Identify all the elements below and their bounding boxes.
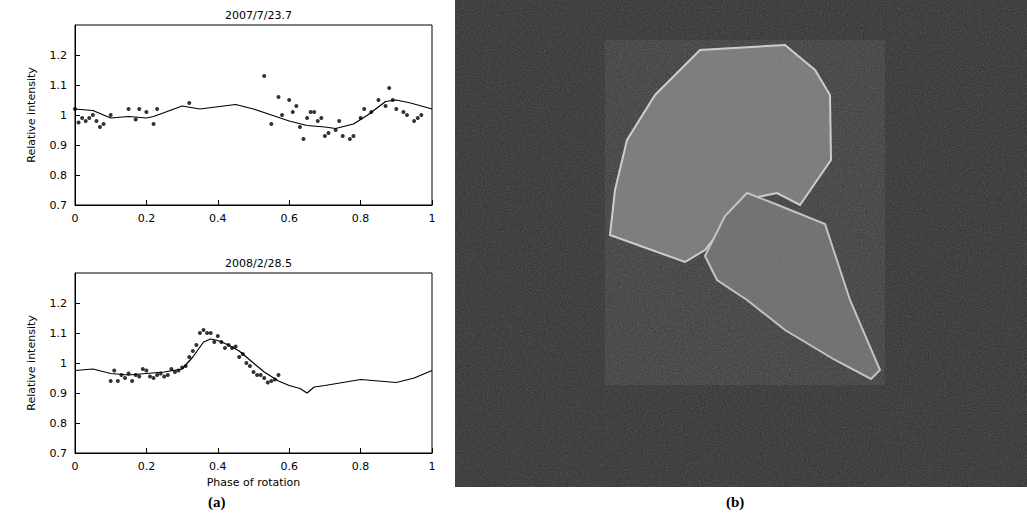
svg-text:0.9: 0.9 bbox=[50, 387, 68, 400]
svg-text:0.8: 0.8 bbox=[352, 212, 370, 225]
svg-text:Relative intensity: Relative intensity bbox=[25, 315, 38, 411]
svg-text:0.2: 0.2 bbox=[138, 212, 156, 225]
svg-text:0.2: 0.2 bbox=[138, 460, 156, 473]
html-text:(b): (b) bbox=[726, 494, 745, 510]
svg-text:1: 1 bbox=[60, 357, 67, 370]
svg-text:2008/2/28.5: 2008/2/28.5 bbox=[225, 257, 292, 270]
svg-text:Relative intensity: Relative intensity bbox=[25, 67, 38, 163]
svg-text:1: 1 bbox=[60, 109, 67, 122]
svg-text:0.8: 0.8 bbox=[50, 169, 68, 182]
svg-text:1: 1 bbox=[429, 460, 436, 473]
svg-text:0: 0 bbox=[72, 460, 79, 473]
svg-text:0: 0 bbox=[72, 212, 79, 225]
svg-text:2007/7/23.7: 2007/7/23.7 bbox=[225, 9, 292, 22]
svg-text:0.6: 0.6 bbox=[280, 460, 298, 473]
svg-text:0.4: 0.4 bbox=[209, 460, 227, 473]
svg-text:1.1: 1.1 bbox=[50, 79, 68, 92]
svg-text:1.2: 1.2 bbox=[50, 49, 68, 62]
svg-text:1.2: 1.2 bbox=[50, 297, 68, 310]
svg-text:0.8: 0.8 bbox=[352, 460, 370, 473]
svg-text:1.1: 1.1 bbox=[50, 327, 68, 340]
svg-text:0.9: 0.9 bbox=[50, 139, 68, 152]
html-text:(a): (a) bbox=[208, 494, 226, 510]
svg-text:0.6: 0.6 bbox=[280, 212, 298, 225]
svg-text:0.4: 0.4 bbox=[209, 212, 227, 225]
svg-text:0.7: 0.7 bbox=[50, 199, 68, 212]
svg-text:0.8: 0.8 bbox=[50, 417, 68, 430]
svg-text:1: 1 bbox=[429, 212, 436, 225]
svg-text:Phase of rotation: Phase of rotation bbox=[207, 476, 301, 489]
svg-text:0.7: 0.7 bbox=[50, 447, 68, 460]
